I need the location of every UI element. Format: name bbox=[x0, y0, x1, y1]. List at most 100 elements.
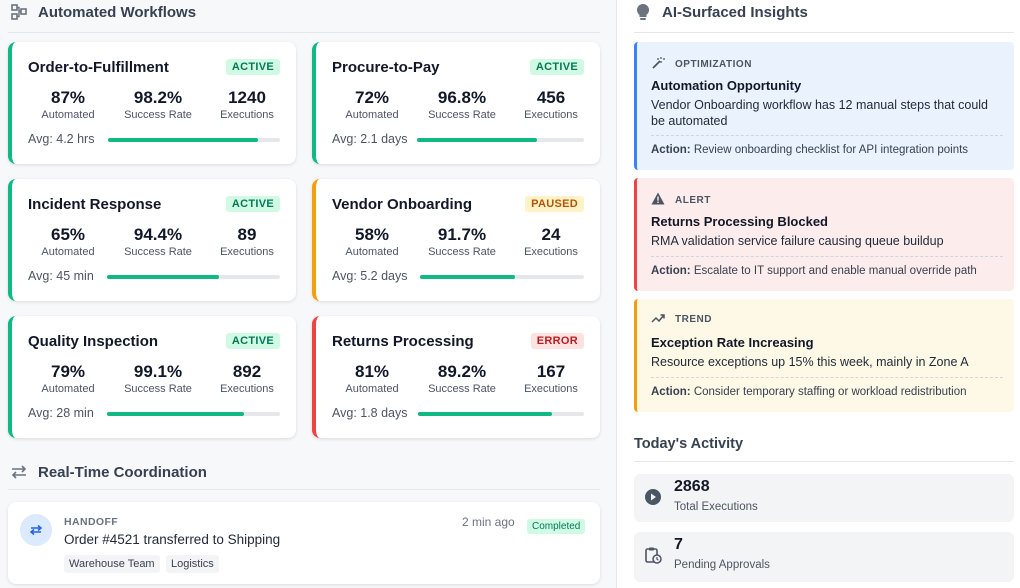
insight-type: OPTIMIZATION bbox=[651, 56, 752, 73]
progress-bar bbox=[420, 275, 584, 279]
automated-workflows-header: Automated Workflows bbox=[10, 3, 196, 21]
status-badge: ERROR bbox=[530, 333, 584, 349]
progress-fill bbox=[107, 275, 220, 279]
right-panel: AI-Surfaced Insights OPTIMIZATION Automa… bbox=[616, 0, 1020, 588]
avg-duration: Avg: 45 min bbox=[28, 269, 94, 283]
status-badge: PAUSED bbox=[525, 196, 584, 212]
workflow-title: Vendor Onboarding bbox=[332, 196, 473, 213]
workflow-title: Quality Inspection bbox=[28, 333, 159, 350]
trend-up-icon bbox=[651, 313, 665, 326]
insight-divider bbox=[651, 135, 1003, 136]
workflow-card-incident-response[interactable]: Incident Response ACTIVE 65% Automated 94… bbox=[8, 179, 296, 301]
metric-executions: 89 Executions bbox=[220, 225, 274, 258]
insight-type: ALERT bbox=[651, 192, 711, 208]
insight-description: RMA validation service failure causing q… bbox=[651, 234, 944, 248]
coordination-header: Real-Time Coordination bbox=[10, 463, 207, 481]
activity-value: 7 bbox=[674, 536, 683, 553]
metric-automated: 87% Automated bbox=[41, 88, 95, 121]
workflow-card-quality-inspection[interactable]: Quality Inspection ACTIVE 79% Automated 9… bbox=[8, 316, 296, 438]
insight-type: TREND bbox=[651, 313, 712, 326]
tag-logistics: Logistics bbox=[166, 555, 219, 573]
insight-action: Action: Consider temporary staffing or w… bbox=[651, 386, 967, 398]
progress-bar bbox=[417, 138, 584, 142]
lightbulb-icon bbox=[634, 3, 652, 21]
progress-fill bbox=[107, 412, 244, 416]
metric-success-rate: 98.2% Success Rate bbox=[124, 88, 192, 121]
activity-total-executions: 2868 Total Executions bbox=[634, 474, 1014, 522]
section-title: Real-Time Coordination bbox=[38, 463, 207, 481]
divider bbox=[8, 32, 600, 33]
insight-title: Automation Opportunity bbox=[651, 78, 802, 93]
workflow-title: Returns Processing bbox=[332, 333, 474, 350]
status-badge: ACTIVE bbox=[225, 196, 280, 212]
progress-fill bbox=[417, 138, 538, 142]
status-badge: ACTIVE bbox=[225, 333, 280, 349]
divider bbox=[634, 32, 1014, 33]
activity-label: Pending Approvals bbox=[674, 559, 770, 571]
metric-automated: 72% Automated bbox=[345, 88, 399, 121]
insight-title: Exception Rate Increasing bbox=[651, 335, 814, 350]
metric-success-rate: 89.2% Success Rate bbox=[428, 362, 496, 395]
avg-duration: Avg: 28 min bbox=[28, 406, 94, 420]
insight-divider bbox=[651, 377, 1003, 378]
insight-divider bbox=[651, 256, 1003, 257]
clipboard-clock-icon bbox=[644, 546, 662, 564]
play-icon bbox=[644, 488, 662, 506]
workflow-card-returns-processing[interactable]: Returns Processing ERROR 81% Automated 89… bbox=[312, 316, 600, 438]
workflow-title: Order-to-Fulfillment bbox=[28, 59, 169, 76]
handoff-icon bbox=[20, 514, 52, 546]
metric-automated: 79% Automated bbox=[41, 362, 95, 395]
metric-automated: 65% Automated bbox=[41, 225, 95, 258]
coordination-time: 2 min ago bbox=[462, 515, 515, 529]
status-badge: Completed bbox=[527, 519, 586, 534]
activity-header: Today's Activity bbox=[634, 436, 743, 452]
metric-success-rate: 99.1% Success Rate bbox=[124, 362, 192, 395]
metric-automated: 81% Automated bbox=[345, 362, 399, 395]
warning-icon bbox=[651, 192, 665, 208]
status-badge: ACTIVE bbox=[225, 59, 280, 75]
coordination-message: Order #4521 transferred to Shipping bbox=[64, 532, 281, 547]
progress-bar bbox=[107, 412, 280, 416]
metric-executions: 892 Executions bbox=[220, 362, 274, 395]
metric-success-rate: 91.7% Success Rate bbox=[428, 225, 496, 258]
avg-duration: Avg: 2.1 days bbox=[332, 132, 408, 146]
insights-header: AI-Surfaced Insights bbox=[634, 3, 808, 21]
insight-card-alert[interactable]: ALERT Returns Processing Blocked RMA val… bbox=[634, 178, 1014, 291]
metric-executions: 1240 Executions bbox=[220, 88, 274, 121]
workflow-title: Incident Response bbox=[28, 196, 162, 213]
progress-bar bbox=[107, 275, 280, 279]
metric-success-rate: 94.4% Success Rate bbox=[124, 225, 192, 258]
divider bbox=[8, 489, 600, 490]
insight-card-trend[interactable]: TREND Exception Rate Increasing Resource… bbox=[634, 299, 1014, 412]
section-title: Automated Workflows bbox=[38, 3, 197, 21]
metric-executions: 167 Executions bbox=[524, 362, 578, 395]
insight-description: Resource exceptions up 15% this week, ma… bbox=[651, 355, 969, 369]
progress-bar bbox=[418, 412, 584, 416]
insight-title: Returns Processing Blocked bbox=[651, 214, 828, 229]
avg-duration: Avg: 5.2 days bbox=[332, 269, 408, 283]
workflow-icon bbox=[10, 3, 28, 21]
progress-bar bbox=[108, 138, 280, 142]
workflow-card-vendor-onboarding[interactable]: Vendor Onboarding PAUSED 58% Automated 91… bbox=[312, 179, 600, 301]
workflow-card-procure-to-pay[interactable]: Procure-to-Pay ACTIVE 72% Automated 96.8%… bbox=[312, 42, 600, 164]
progress-fill bbox=[108, 138, 258, 142]
insight-card-optimization[interactable]: OPTIMIZATION Automation Opportunity Vend… bbox=[634, 42, 1014, 170]
divider bbox=[634, 461, 1014, 462]
insight-action: Action: Review onboarding checklist for … bbox=[651, 144, 969, 156]
swap-arrows-icon bbox=[10, 463, 28, 481]
metric-executions: 456 Executions bbox=[524, 88, 578, 121]
section-title: Today's Activity bbox=[634, 436, 744, 452]
activity-pending-approvals: 7 Pending Approvals bbox=[634, 532, 1014, 582]
insight-description: Vendor Onboarding workflow has 12 manual… bbox=[651, 98, 989, 128]
coordination-item[interactable]: HANDOFF 2 min ago Completed Order #4521 … bbox=[8, 502, 600, 584]
status-badge: ACTIVE bbox=[529, 59, 584, 75]
avg-duration: Avg: 4.2 hrs bbox=[28, 132, 95, 146]
workflow-title: Procure-to-Pay bbox=[332, 59, 440, 76]
avg-duration: Avg: 1.8 days bbox=[332, 406, 408, 420]
progress-fill bbox=[420, 275, 516, 279]
activity-value: 2868 bbox=[674, 478, 710, 495]
metric-success-rate: 96.8% Success Rate bbox=[428, 88, 496, 121]
workflow-card-order-to-fulfillment[interactable]: Order-to-Fulfillment ACTIVE 87% Automated… bbox=[8, 42, 296, 164]
metric-automated: 58% Automated bbox=[345, 225, 399, 258]
coordination-type: HANDOFF bbox=[64, 516, 119, 528]
